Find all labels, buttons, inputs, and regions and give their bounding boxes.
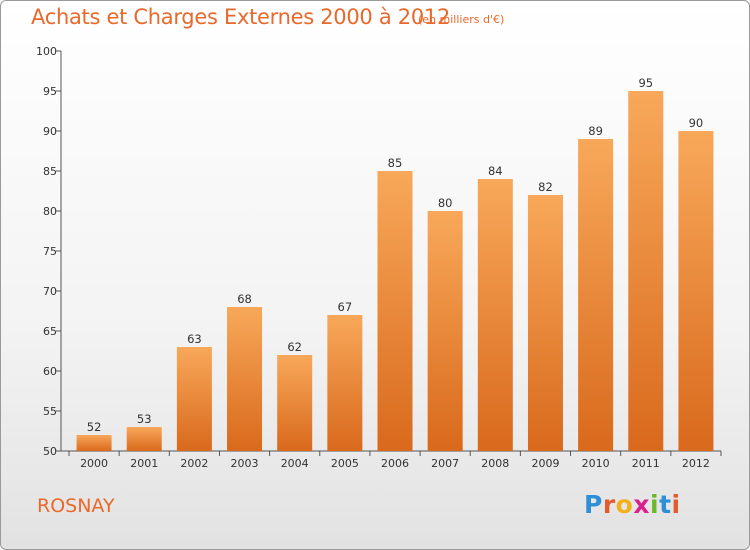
data-label: 53	[137, 412, 152, 426]
x-tick-label: 2000	[80, 457, 108, 470]
y-tick-label: 90	[43, 125, 57, 138]
x-tick-label: 2010	[582, 457, 610, 470]
x-tick-label: 2009	[531, 457, 559, 470]
x-tick-label: 2012	[682, 457, 710, 470]
x-tick-label: 2005	[331, 457, 359, 470]
bar	[427, 211, 463, 451]
y-tick-label: 95	[43, 85, 57, 98]
bar	[227, 307, 263, 451]
bar	[628, 91, 664, 451]
y-tick-label: 55	[43, 405, 57, 418]
logo-letter: P	[584, 490, 603, 519]
bar	[477, 179, 513, 451]
data-label: 82	[538, 180, 553, 194]
x-tick-label: 2011	[632, 457, 660, 470]
logo-letter: x	[633, 490, 650, 519]
data-label: 67	[338, 300, 353, 314]
bar	[377, 171, 413, 451]
bar	[578, 139, 614, 451]
x-tick-label: 2004	[281, 457, 309, 470]
x-tick-label: 2006	[381, 457, 409, 470]
logo-letter: r	[602, 490, 616, 519]
bar	[527, 195, 563, 451]
chart-unit: (en milliers d'€)	[418, 13, 505, 26]
data-label: 80	[438, 196, 453, 210]
data-label: 84	[488, 164, 503, 178]
bar	[277, 355, 313, 451]
data-label: 90	[689, 116, 704, 130]
proxiti-logo: Proxiti	[584, 490, 681, 519]
bar	[327, 315, 363, 451]
bar	[126, 427, 162, 451]
logo-letter: i	[671, 490, 681, 519]
y-tick-label: 50	[43, 445, 57, 458]
data-label: 85	[388, 156, 403, 170]
x-tick-label: 2001	[130, 457, 158, 470]
logo-letter: o	[615, 490, 634, 519]
data-label: 63	[187, 332, 202, 346]
y-tick-label: 75	[43, 245, 57, 258]
logo-letter: t	[659, 490, 672, 519]
bar	[678, 131, 714, 451]
data-label: 89	[588, 124, 603, 138]
bar	[176, 347, 212, 451]
place-name: ROSNAY	[37, 495, 115, 517]
y-tick-label: 80	[43, 205, 57, 218]
y-tick-label: 60	[43, 365, 57, 378]
data-label: 52	[87, 420, 102, 434]
data-label: 62	[287, 340, 302, 354]
data-label: 68	[237, 292, 252, 306]
x-tick-label: 2002	[180, 457, 208, 470]
x-tick-label: 2007	[431, 457, 459, 470]
chart-title: Achats et Charges Externes 2000 à 2012	[31, 5, 451, 29]
y-tick-label: 85	[43, 165, 57, 178]
y-tick-label: 65	[43, 325, 57, 338]
y-tick-label: 100	[36, 45, 57, 58]
logo-letter: i	[650, 490, 660, 519]
y-tick-label: 70	[43, 285, 57, 298]
x-tick-label: 2003	[231, 457, 259, 470]
x-tick-label: 2008	[481, 457, 509, 470]
data-label: 95	[638, 76, 653, 90]
bar	[76, 435, 112, 451]
